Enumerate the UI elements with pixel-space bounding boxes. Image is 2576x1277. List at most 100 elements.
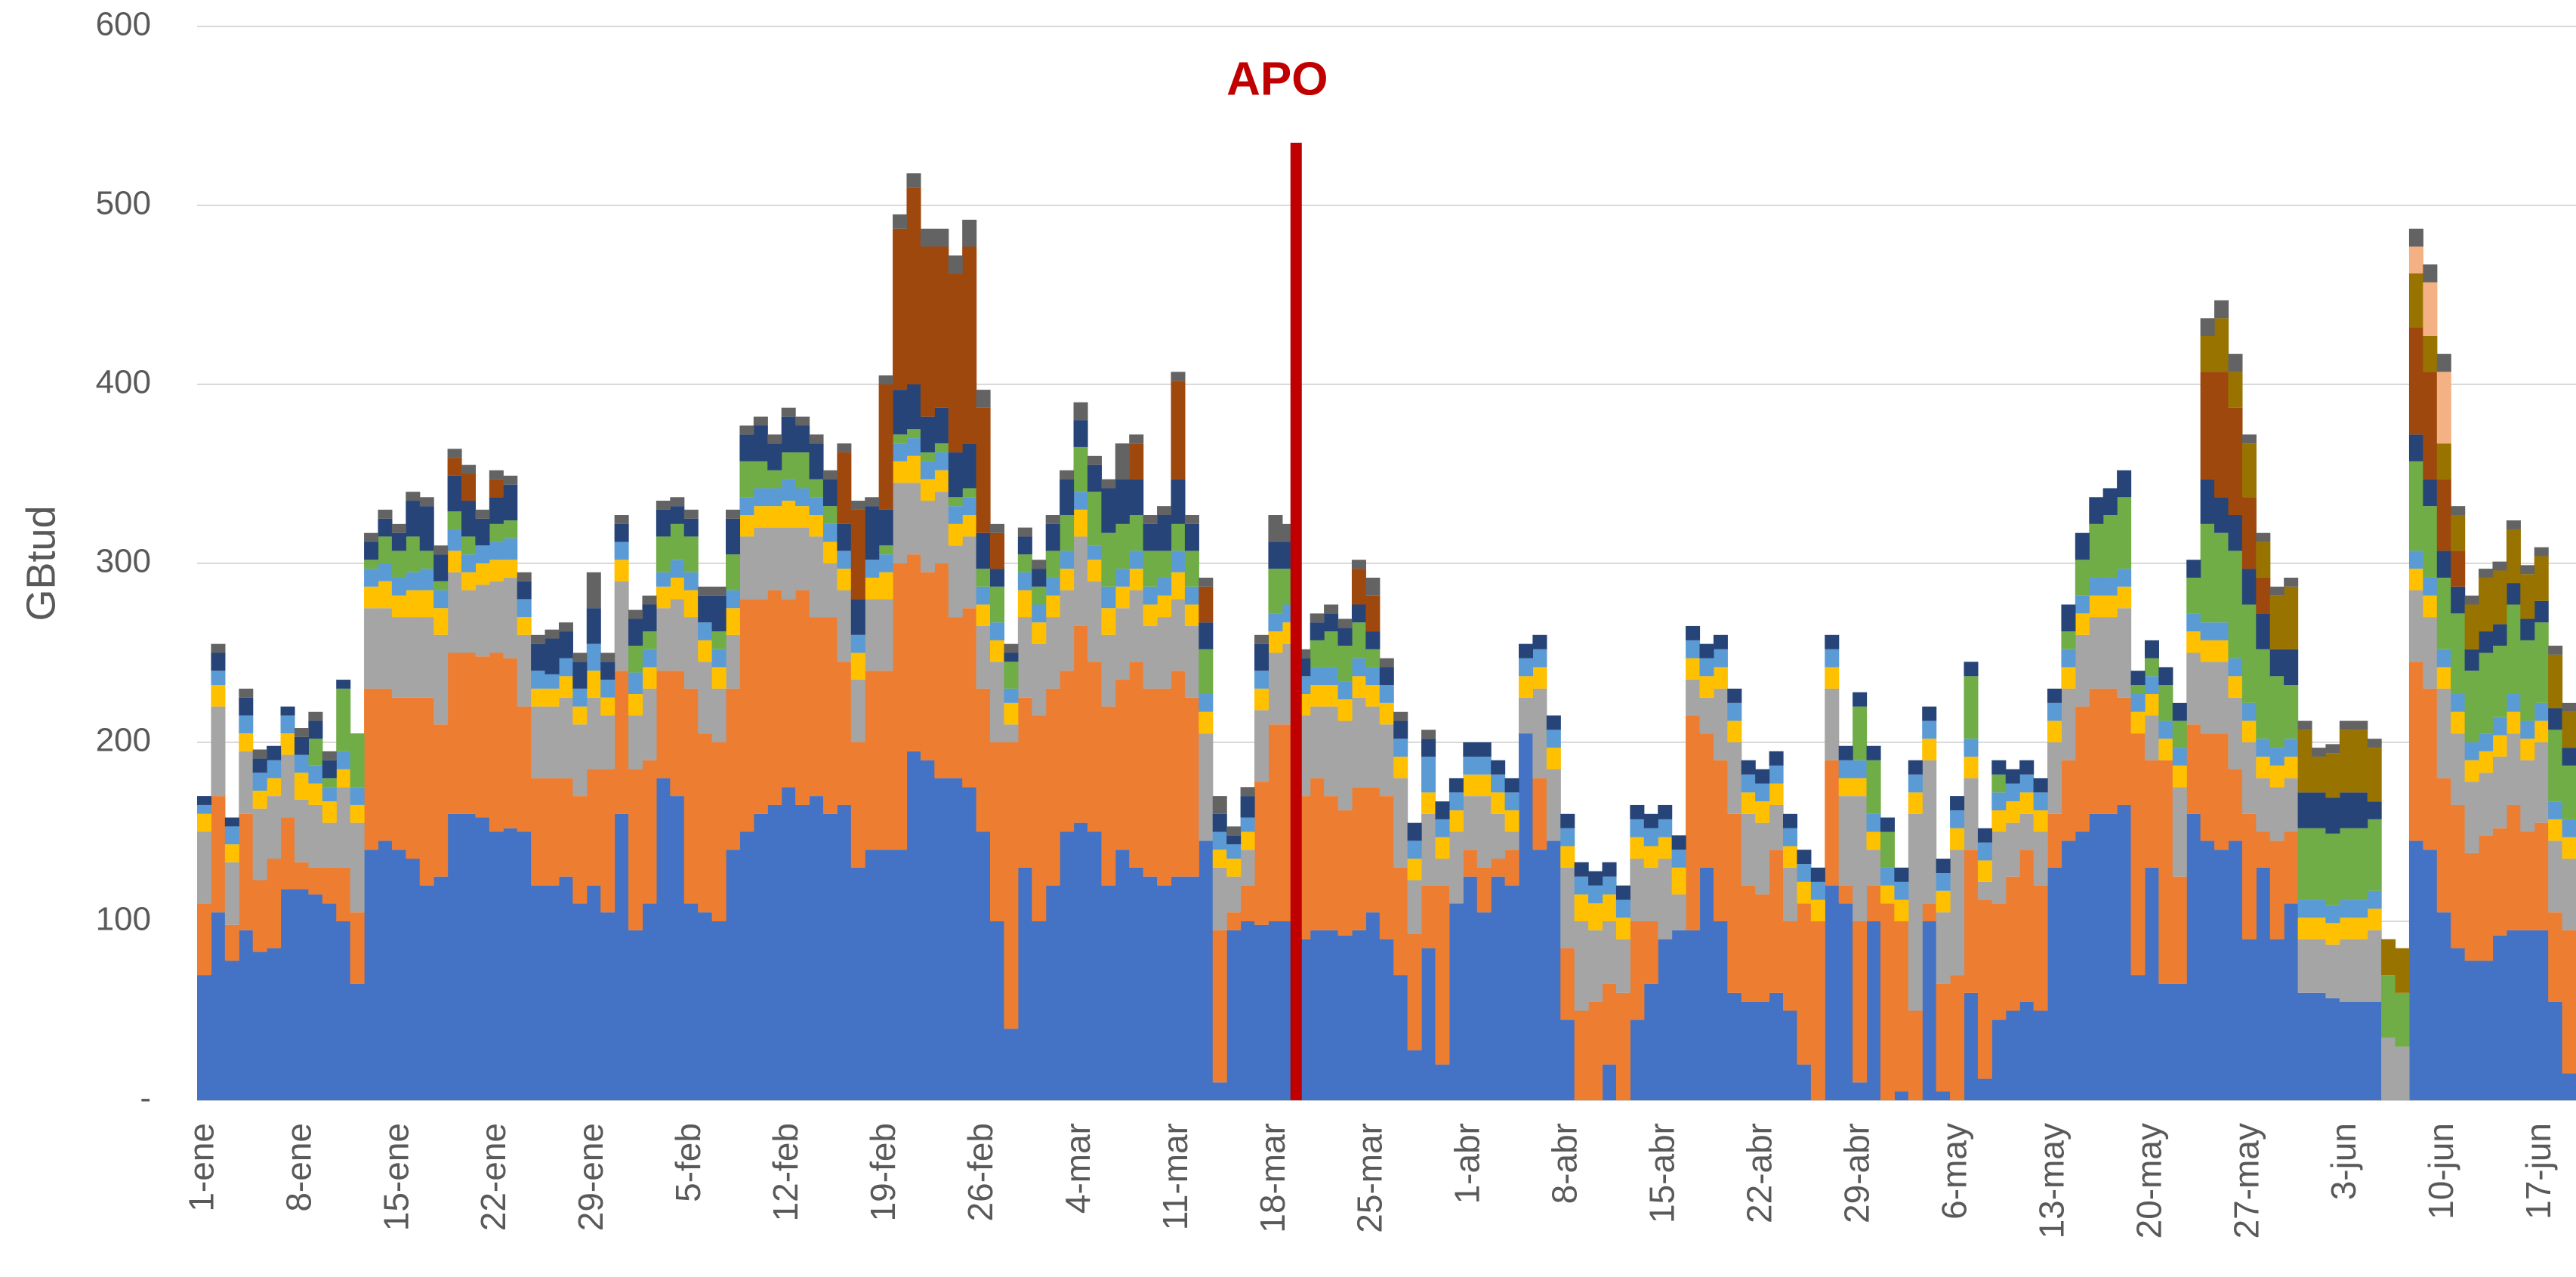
bar-segment xyxy=(267,796,282,859)
bar-segment xyxy=(2312,918,2327,939)
bar-segment xyxy=(2436,778,2451,913)
bar-segment xyxy=(1741,774,1756,793)
bar-segment xyxy=(1073,509,1088,537)
x-tick-label: 8-abr xyxy=(1545,1123,1584,1204)
bar-segment xyxy=(2102,688,2118,814)
bar-segment xyxy=(586,697,601,770)
bar-segment xyxy=(1519,676,1534,698)
bar-segment xyxy=(1658,939,1673,1100)
bar-segment xyxy=(1045,515,1060,524)
bar-segment xyxy=(1212,796,1227,814)
bar-segment xyxy=(2534,822,2549,930)
bar-segment xyxy=(2241,569,2257,605)
bar-segment xyxy=(850,742,865,868)
bar-segment xyxy=(1212,930,1227,1083)
labels: - 100 200 300 400 500 600 1-ene 8-ene 15-ene 22-en… xyxy=(96,6,2559,1239)
bar-segment xyxy=(1922,739,1937,760)
bar-segment xyxy=(572,724,588,797)
bar-segment xyxy=(1560,867,1575,948)
bar-segment xyxy=(2241,604,2257,703)
bar-segment xyxy=(948,617,963,779)
bar-segment xyxy=(558,778,573,877)
bar-segment xyxy=(878,545,893,555)
bar-segment xyxy=(2019,813,2035,850)
bar-segment xyxy=(1713,760,1728,921)
bar-segment xyxy=(683,518,699,537)
bar-segment xyxy=(962,443,977,489)
bar-segment xyxy=(391,617,406,698)
y-tick-label: 400 xyxy=(96,364,151,401)
bar-segment xyxy=(642,688,657,760)
bar-segment xyxy=(2089,577,2104,596)
bar-segment xyxy=(948,255,963,274)
bar-segment xyxy=(962,488,977,498)
bar-segment xyxy=(2436,479,2451,551)
bar-segment xyxy=(2548,819,2563,841)
bar-segment xyxy=(1379,796,1394,939)
bar-segment xyxy=(1073,822,1088,1100)
bar-segment xyxy=(433,608,449,635)
bar-segment xyxy=(1491,792,1506,814)
bar-segment xyxy=(1129,434,1144,444)
bar-segment xyxy=(461,554,477,572)
bar-segment xyxy=(2548,1001,2563,1100)
bar-segment xyxy=(545,629,560,639)
bar-segment xyxy=(336,921,351,1100)
bar-segment xyxy=(2408,569,2423,591)
bar-segment xyxy=(391,577,406,596)
bar-segment xyxy=(767,804,782,1100)
bar-segment xyxy=(1268,921,1283,1100)
bar-segment xyxy=(1658,804,1673,819)
bar-segment xyxy=(406,501,421,537)
bar-segment xyxy=(406,536,421,572)
bar-segment xyxy=(2228,841,2243,1100)
bar-segment xyxy=(294,889,309,1100)
bar-segment xyxy=(1337,935,1353,1100)
bar-segment xyxy=(378,688,393,841)
bar-segment xyxy=(1769,783,1784,805)
bar-segment xyxy=(2451,586,2466,614)
bar-segment xyxy=(2451,804,2466,948)
bar-segment xyxy=(726,608,741,635)
bar-segment xyxy=(503,828,518,1100)
bar-segment xyxy=(517,599,532,618)
bar-segment xyxy=(1532,634,1547,649)
bar-segment xyxy=(2019,760,2035,775)
bar-segment xyxy=(1755,894,1770,1002)
bar-segment xyxy=(878,375,893,384)
bar-segment xyxy=(1880,903,1895,1100)
bar-segment xyxy=(837,443,852,453)
bar-segment xyxy=(406,492,421,501)
bar-segment xyxy=(878,554,893,572)
bar-segment xyxy=(1560,828,1575,847)
bar-segment xyxy=(1783,921,1798,1011)
bar-segment xyxy=(2423,282,2438,337)
bar-segment xyxy=(1519,658,1534,677)
bar-segment xyxy=(2144,676,2159,695)
bar-segment xyxy=(2381,975,2396,1038)
bar-segment xyxy=(1964,992,1979,1100)
bar-segment xyxy=(948,778,963,1100)
bar-segment xyxy=(1699,867,1714,1100)
bar-segment xyxy=(1435,837,1450,859)
bar-segment xyxy=(2117,608,2132,698)
bar-segment xyxy=(726,509,741,519)
bar-segment xyxy=(1838,778,1853,797)
bar-segment xyxy=(1991,792,2007,811)
bar-segment xyxy=(2256,831,2271,868)
bar-segment xyxy=(419,697,434,886)
bar-segment xyxy=(795,425,810,453)
bar-segment xyxy=(1143,515,1158,524)
bar-segment xyxy=(1560,813,1575,828)
bar-segment xyxy=(711,595,727,632)
bar-segment xyxy=(2214,300,2229,319)
bar-segment xyxy=(893,563,908,850)
bar-segment xyxy=(1351,622,1366,659)
bar-segment xyxy=(503,560,518,578)
bar-segment xyxy=(920,572,935,760)
bar-segment xyxy=(2186,652,2201,725)
bar-segment xyxy=(1240,921,1255,1100)
bar-segment xyxy=(990,921,1005,1100)
bar-segment xyxy=(906,173,921,188)
bar-segment xyxy=(1337,618,1353,628)
